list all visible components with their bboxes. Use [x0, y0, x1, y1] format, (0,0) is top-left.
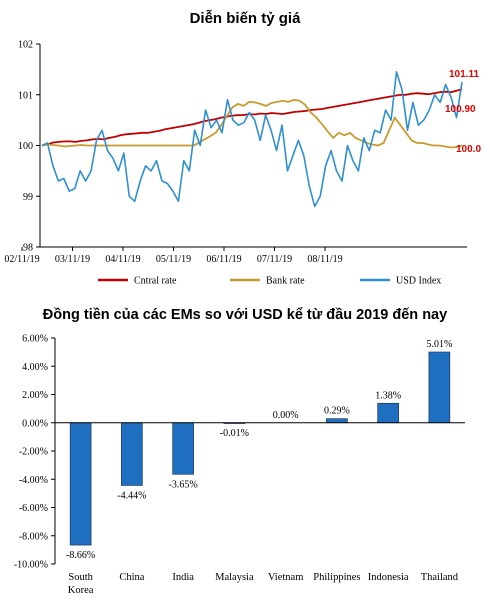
bar-7: [428, 351, 451, 424]
bar-y-tick-label: 6.00%: [22, 334, 48, 345]
exchange-chart-title: Diễn biến tỷ giá: [189, 10, 301, 27]
bar-data-label: -8.66%: [66, 550, 95, 561]
x-tick-label: 04/11/19: [105, 254, 140, 265]
bar-3: [223, 422, 246, 424]
y-tick-label: 102: [18, 40, 33, 51]
y-tick-label: 98: [23, 243, 33, 254]
exchange-rate-line-chart: 98 99 100 101 102 02/11/19 03/11/19 04/11/19 05/…: [4, 40, 481, 287]
bar-data-label: -4.44%: [117, 490, 146, 501]
x-tick-label: 08/11/19: [307, 254, 342, 265]
bar-y-tick-label: 2.00%: [22, 390, 48, 401]
bar-y-tick-label: 0.00%: [22, 418, 48, 429]
series-line-1: [41, 98, 463, 149]
bar-y-tick-label: -8.00%: [19, 531, 48, 542]
y-tick-label: 101: [18, 90, 33, 101]
bar-category-label: China: [119, 572, 144, 583]
bar-y-tick-label: -2.00%: [19, 447, 48, 458]
bar-category-label: Indonesia: [368, 572, 409, 583]
y-tick-label: 99: [23, 192, 33, 203]
legend-label-0: Cntral rate: [134, 276, 177, 287]
bar-category-label: Malaysia: [215, 572, 254, 583]
bar-data-label: 1.38%: [375, 390, 401, 401]
bar-category-label: Vietnam: [268, 572, 304, 583]
bar-data-label: 0.00%: [273, 410, 299, 421]
bar-y-tick-label: -4.00%: [19, 475, 48, 486]
bar-data-label: -0.01%: [220, 428, 249, 439]
series-line-2: [41, 71, 463, 208]
x-tick-label: 02/11/19: [4, 254, 39, 265]
bar-category-label: South: [68, 572, 93, 583]
x-tick-label: 07/11/19: [257, 254, 292, 265]
bar-6: [377, 402, 399, 424]
bar-data-label: 0.29%: [324, 406, 350, 417]
end-label-usd: 100.0: [456, 144, 481, 155]
legend-label-2: USD Index: [396, 276, 441, 287]
y-tick-label: 100: [18, 141, 33, 152]
bar-2: [172, 422, 194, 475]
bar-0: [69, 422, 92, 546]
end-label-bank: 100.90: [445, 104, 476, 115]
x-tick-label: 06/11/19: [206, 254, 241, 265]
x-tick-label: 03/11/19: [55, 254, 90, 265]
bar-category-label: India: [172, 572, 194, 583]
bar-y-tick-label: -10.00%: [14, 560, 48, 571]
em-currency-chart-title: Đồng tiền của các EMs so với USD kể từ đ…: [42, 307, 448, 323]
legend-label-1: Bank rate: [266, 276, 305, 287]
bar-y-tick-label: 4.00%: [22, 362, 48, 373]
bar-1: [121, 422, 143, 486]
series-line-0: [41, 88, 463, 147]
bar-category-label: Thailand: [421, 572, 459, 583]
bar-category-label: Philippines: [313, 572, 360, 583]
end-label-central: 101.11: [449, 69, 479, 80]
bar-category-label: Korea: [68, 585, 94, 596]
bar-5: [326, 418, 348, 424]
bar-data-label: 5.01%: [426, 339, 452, 350]
bar-y-tick-label: -6.00%: [19, 503, 48, 514]
x-tick-label: 05/11/19: [156, 254, 191, 265]
bar-data-label: -3.65%: [169, 479, 198, 490]
